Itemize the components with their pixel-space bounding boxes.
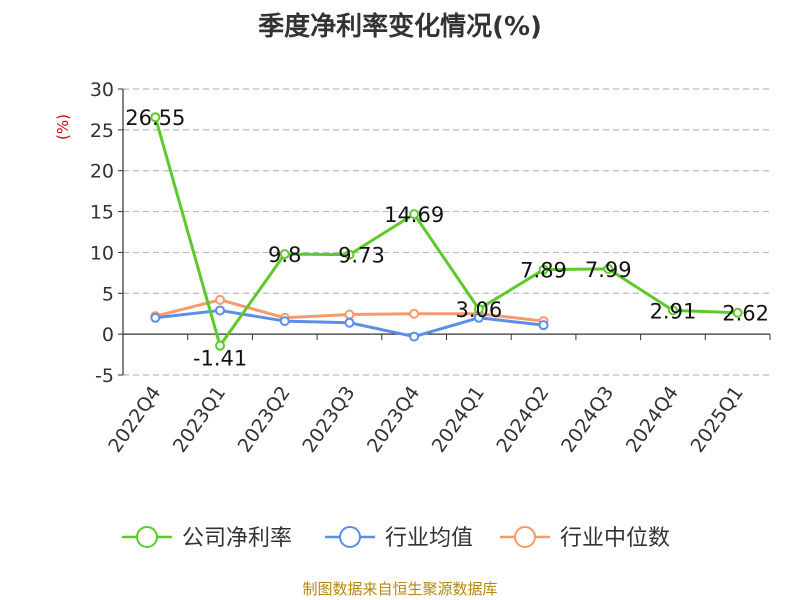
data-label: 14.69 <box>384 203 444 227</box>
y-tick-label: 10 <box>90 242 114 264</box>
x-tick-label: 2022Q4 <box>104 382 165 456</box>
data-point <box>473 304 484 315</box>
data-point <box>409 331 420 342</box>
legend-swatch-marker <box>339 526 361 548</box>
x-tick-label: 2023Q1 <box>169 382 230 456</box>
grid-lines <box>123 88 770 376</box>
legend: 公司净利率 行业均值 行业中位数 <box>122 526 670 551</box>
x-tick-label: 2024Q1 <box>428 382 489 456</box>
data-point <box>538 320 549 331</box>
data-label: 2.91 <box>650 299 697 323</box>
series-group <box>150 112 743 351</box>
x-tick-label: 2024Q4 <box>622 382 683 456</box>
data-label: -1.41 <box>193 347 247 371</box>
data-label: 9.73 <box>338 244 385 268</box>
data-point <box>215 340 226 351</box>
x-tick-label: 2023Q3 <box>298 382 359 456</box>
data-point <box>603 263 614 274</box>
source-note: 制图数据来自恒生聚源数据库 <box>302 580 498 598</box>
data-point <box>538 264 549 275</box>
data-label: 7.99 <box>585 258 632 282</box>
data-point <box>409 308 420 319</box>
data-point <box>279 249 290 260</box>
x-tick-label: 2024Q2 <box>492 382 553 456</box>
data-point <box>150 112 161 123</box>
data-point <box>344 309 355 320</box>
y-tick-label: 15 <box>90 202 114 224</box>
y-tick-label: 5 <box>102 283 114 305</box>
data-point <box>732 307 743 318</box>
data-point <box>215 294 226 305</box>
data-label: 9.8 <box>268 243 301 267</box>
legend-swatch-marker <box>136 526 158 548</box>
data-point <box>344 249 355 260</box>
data-point <box>150 312 161 323</box>
chart-title: 季度净利率变化情况(%) <box>258 12 542 42</box>
data-point <box>215 305 226 316</box>
x-tick-label: 2023Q2 <box>234 382 295 456</box>
axes <box>118 88 771 376</box>
legend-label: 行业中位数 <box>560 526 670 551</box>
data-point <box>409 209 420 220</box>
y-tick-label: 20 <box>90 161 114 183</box>
data-label: 26.55 <box>125 106 185 130</box>
data-point <box>344 317 355 328</box>
x-tick-label: 2025Q1 <box>686 382 747 456</box>
data-point <box>279 316 290 327</box>
series-line <box>153 116 738 348</box>
data-label: 3.06 <box>455 298 502 322</box>
x-tick-label: 2024Q3 <box>557 382 618 456</box>
data-label: 2.62 <box>722 302 769 326</box>
data-point <box>667 305 678 316</box>
legend-swatch-marker <box>514 526 536 548</box>
data-labels: 26.55 -1.41 9.8 9.73 14.69 3.06 7.89 7.99 2.91 2.… <box>125 106 769 370</box>
y-tick-label: -5 <box>95 365 114 387</box>
legend-label: 公司净利率 <box>182 526 292 551</box>
y-tick-label: 25 <box>90 120 114 142</box>
y-tick-label: 30 <box>90 79 114 101</box>
y-tick-label: 0 <box>102 324 114 346</box>
legend-label: 行业均值 <box>385 526 473 551</box>
y-axis-label: (%) <box>54 114 72 140</box>
data-label: 7.89 <box>520 259 567 283</box>
x-tick-label: 2023Q4 <box>363 382 424 456</box>
